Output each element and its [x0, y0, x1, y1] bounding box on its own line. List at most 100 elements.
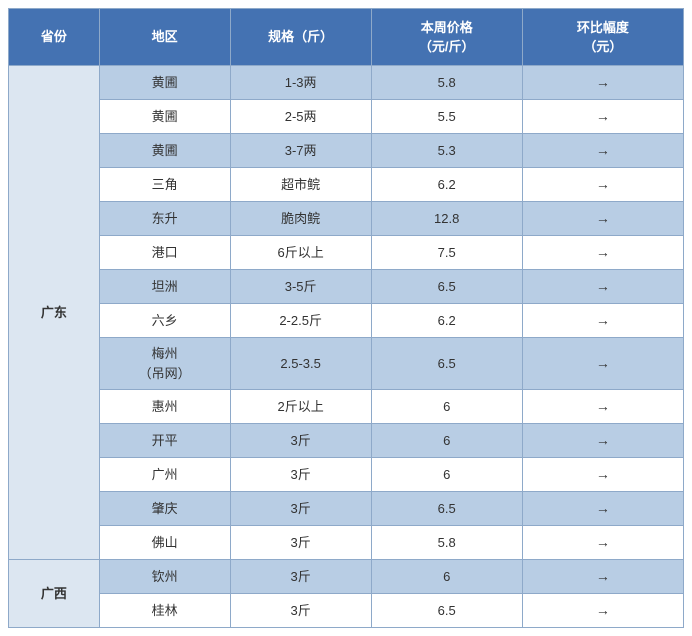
price-cell: 6	[371, 560, 522, 594]
region-cell: 佛山	[99, 526, 230, 560]
arrow-right-icon: →	[596, 398, 610, 414]
region-cell: 黄圃	[99, 100, 230, 134]
price-cell: 6	[371, 458, 522, 492]
table-row: 广州3斤6→	[9, 458, 684, 492]
table-row: 开平3斤6 →	[9, 424, 684, 458]
table-row: 肇庆3斤6.5 →	[9, 492, 684, 526]
col-region: 地区	[99, 9, 230, 66]
change-cell: →	[522, 66, 683, 100]
spec-cell: 2.5-3.5	[230, 338, 371, 390]
change-cell: →	[522, 236, 683, 270]
table-row: 黄圃3-7两5.3 →	[9, 134, 684, 168]
spec-cell: 6斤以上	[230, 236, 371, 270]
region-cell: 开平	[99, 424, 230, 458]
region-cell: 钦州	[99, 560, 230, 594]
region-cell: 桂林	[99, 594, 230, 628]
region-cell: 黄圃	[99, 134, 230, 168]
table-row: 六乡2-2.5斤6.2 →	[9, 304, 684, 338]
change-cell: →	[522, 560, 683, 594]
table-row: 广西钦州3斤6→	[9, 560, 684, 594]
arrow-right-icon: →	[596, 74, 610, 90]
price-cell: 6.5	[371, 338, 522, 390]
change-cell: →	[522, 594, 683, 628]
table-row: 梅州（吊网）2.5-3.56.5 →	[9, 338, 684, 390]
change-cell: →	[522, 424, 683, 458]
price-cell: 6	[371, 424, 522, 458]
price-cell: 6.5	[371, 594, 522, 628]
change-cell: →	[522, 270, 683, 304]
change-cell: →	[522, 100, 683, 134]
spec-cell: 3斤	[230, 424, 371, 458]
price-cell: 6.2	[371, 304, 522, 338]
arrow-right-icon: →	[596, 432, 610, 448]
spec-cell: 3斤	[230, 526, 371, 560]
change-cell: →	[522, 338, 683, 390]
arrow-right-icon: →	[596, 602, 610, 618]
spec-cell: 脆肉鲩	[230, 202, 371, 236]
change-cell: →	[522, 134, 683, 168]
change-cell: →	[522, 492, 683, 526]
region-cell: 梅州（吊网）	[99, 338, 230, 390]
price-cell: 6.5	[371, 270, 522, 304]
price-table: 省份 地区 规格（斤） 本周价格（元/斤） 环比幅度（元） 广东黄圃1-3两5.…	[8, 8, 684, 628]
price-cell: 5.8	[371, 526, 522, 560]
table-row: 桂林3斤6.5 →	[9, 594, 684, 628]
arrow-right-icon: →	[596, 355, 610, 371]
change-cell: →	[522, 458, 683, 492]
region-cell: 港口	[99, 236, 230, 270]
price-cell: 5.3	[371, 134, 522, 168]
arrow-right-icon: →	[596, 312, 610, 328]
arrow-right-icon: →	[596, 278, 610, 294]
arrow-right-icon: →	[596, 108, 610, 124]
change-cell: →	[522, 526, 683, 560]
table-row: 港口6斤以上7.5 →	[9, 236, 684, 270]
spec-cell: 3斤	[230, 594, 371, 628]
arrow-right-icon: →	[596, 176, 610, 192]
arrow-right-icon: →	[596, 534, 610, 550]
arrow-right-icon: →	[596, 244, 610, 260]
arrow-right-icon: →	[596, 500, 610, 516]
spec-cell: 1-3两	[230, 66, 371, 100]
table-row: 坦洲3-5斤6.5→	[9, 270, 684, 304]
change-cell: →	[522, 304, 683, 338]
price-cell: 6.5	[371, 492, 522, 526]
province-cell: 广东	[9, 66, 100, 560]
table-row: 佛山3斤5.8 →	[9, 526, 684, 560]
price-cell: 5.5	[371, 100, 522, 134]
header-row: 省份 地区 规格（斤） 本周价格（元/斤） 环比幅度（元）	[9, 9, 684, 66]
change-cell: →	[522, 390, 683, 424]
spec-cell: 2-2.5斤	[230, 304, 371, 338]
table-body: 广东黄圃1-3两5.8→黄圃2-5两5.5→黄圃3-7两5.3→三角超市鲩6.2…	[9, 66, 684, 628]
price-cell: 12.8	[371, 202, 522, 236]
price-cell: 5.8	[371, 66, 522, 100]
spec-cell: 2斤以上	[230, 390, 371, 424]
col-price: 本周价格（元/斤）	[371, 9, 522, 66]
region-cell: 东升	[99, 202, 230, 236]
region-cell: 六乡	[99, 304, 230, 338]
spec-cell: 3斤	[230, 458, 371, 492]
table-row: 黄圃2-5两5.5 →	[9, 100, 684, 134]
region-cell: 三角	[99, 168, 230, 202]
col-province: 省份	[9, 9, 100, 66]
region-cell: 肇庆	[99, 492, 230, 526]
region-cell: 广州	[99, 458, 230, 492]
region-cell: 坦洲	[99, 270, 230, 304]
spec-cell: 3斤	[230, 492, 371, 526]
change-cell: →	[522, 168, 683, 202]
region-cell: 黄圃	[99, 66, 230, 100]
col-change: 环比幅度（元）	[522, 9, 683, 66]
spec-cell: 3-7两	[230, 134, 371, 168]
spec-cell: 3斤	[230, 560, 371, 594]
arrow-right-icon: →	[596, 210, 610, 226]
table-row: 广东黄圃1-3两5.8→	[9, 66, 684, 100]
table-row: 惠州2斤以上6→	[9, 390, 684, 424]
province-cell: 广西	[9, 560, 100, 628]
table-row: 三角超市鲩6.2→	[9, 168, 684, 202]
spec-cell: 超市鲩	[230, 168, 371, 202]
spec-cell: 2-5两	[230, 100, 371, 134]
price-cell: 6	[371, 390, 522, 424]
price-cell: 7.5	[371, 236, 522, 270]
arrow-right-icon: →	[596, 142, 610, 158]
arrow-right-icon: →	[596, 568, 610, 584]
col-spec: 规格（斤）	[230, 9, 371, 66]
